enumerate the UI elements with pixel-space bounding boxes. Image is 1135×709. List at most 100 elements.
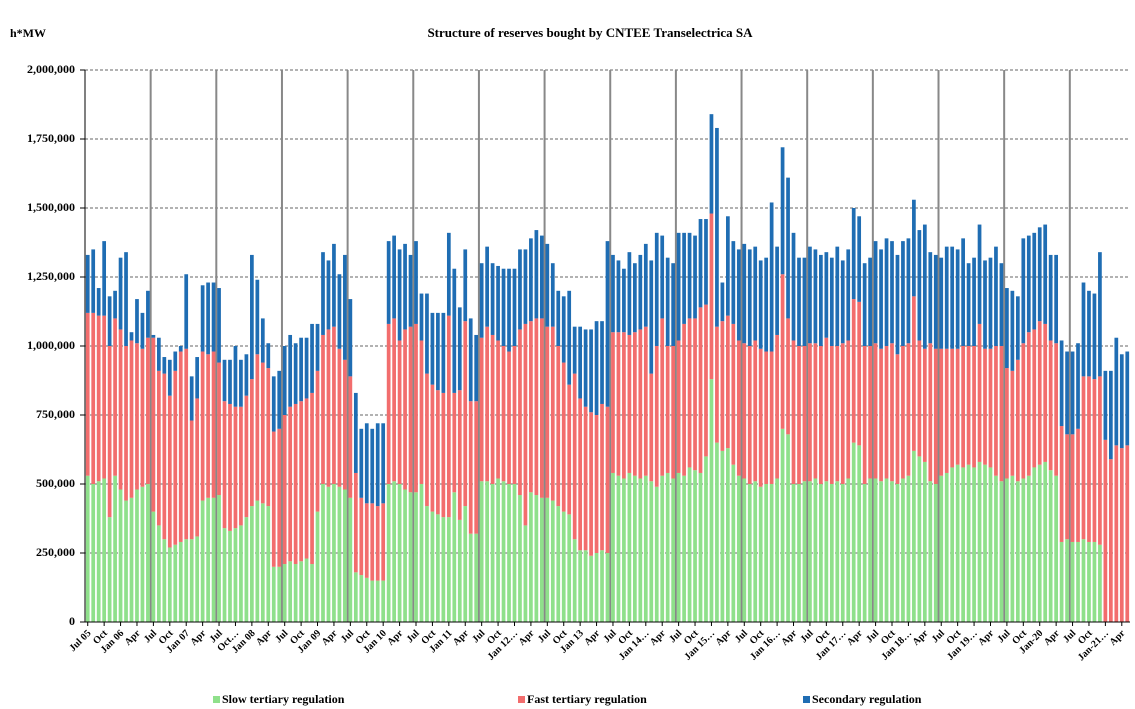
- bar-segment: [550, 326, 555, 501]
- bar-segment: [955, 348, 960, 465]
- bar-segment: [419, 340, 424, 484]
- bar-segment: [1021, 343, 1026, 479]
- bar-segment: [578, 550, 583, 622]
- bar-segment: [819, 346, 823, 484]
- bar-segment: [102, 241, 107, 316]
- bar-segment: [753, 481, 758, 622]
- bar-segment: [408, 492, 413, 622]
- y-axis-label: h*MW: [10, 26, 46, 40]
- bar-segment: [583, 406, 588, 551]
- bar-segment: [255, 500, 260, 622]
- bar-segment: [731, 241, 736, 324]
- bar-segment: [1010, 290, 1015, 371]
- bar-segment: [228, 403, 232, 531]
- bar-segment: [167, 359, 172, 396]
- bar-segment: [583, 329, 588, 407]
- bar-segment: [829, 346, 834, 484]
- bar-segment: [726, 448, 730, 622]
- bar-segment: [682, 232, 686, 324]
- bar-segment: [507, 484, 511, 622]
- bar-segment: [671, 263, 676, 346]
- bar-segment: [1048, 470, 1053, 622]
- bar-segment: [769, 351, 774, 484]
- bar-segment: [364, 503, 369, 578]
- bar-segment: [381, 423, 386, 504]
- bar-segment: [146, 484, 150, 622]
- bar-segment: [933, 348, 938, 484]
- bar-segment: [403, 243, 407, 330]
- bar-segment: [91, 312, 96, 484]
- bar-segment: [715, 127, 719, 327]
- bar-segment: [660, 235, 665, 319]
- bar-segment: [704, 304, 708, 457]
- bar-segment: [277, 566, 282, 622]
- bar-segment: [441, 312, 446, 393]
- bar-segment: [479, 481, 484, 622]
- bar-segment: [862, 346, 867, 484]
- bar-segment: [944, 246, 949, 349]
- bar-segment: [622, 332, 626, 479]
- bar-segment: [326, 486, 331, 622]
- bar-segment: [85, 475, 90, 622]
- bar-segment: [1065, 539, 1069, 622]
- bar-segment: [1125, 351, 1130, 446]
- bar-segment: [1005, 368, 1009, 479]
- bar-segment: [966, 346, 971, 465]
- y-tick-label: 2,000,000: [27, 62, 75, 76]
- bar-segment: [430, 384, 435, 512]
- y-tick-label: 1,500,000: [27, 200, 75, 214]
- bar-segment: [321, 252, 325, 335]
- bar-segment: [1032, 232, 1037, 330]
- bar-segment: [162, 373, 167, 540]
- bar-segment: [85, 254, 90, 313]
- bar-segment: [364, 577, 369, 622]
- bar-segment: [200, 500, 205, 622]
- bar-segment: [1021, 238, 1026, 344]
- bar-segment: [671, 478, 676, 622]
- bar-segment: [1026, 332, 1031, 476]
- bar-segment: [747, 484, 752, 622]
- bar-segment: [244, 395, 249, 518]
- bar-segment: [140, 312, 145, 349]
- bar-segment: [988, 467, 993, 622]
- bar-segment: [955, 464, 960, 622]
- bar-segment: [966, 464, 971, 622]
- x-tick-label: Jul: [339, 628, 356, 645]
- bar-segment: [124, 252, 128, 346]
- bar-segment: [129, 332, 134, 341]
- bar-segment: [315, 370, 320, 512]
- bar-segment: [195, 357, 200, 399]
- bar-segment: [769, 202, 774, 352]
- bar-segment: [151, 511, 156, 622]
- x-tick-label: Apr: [517, 628, 537, 648]
- bar-segment: [304, 558, 309, 622]
- x-tick-label: Apr: [911, 628, 931, 648]
- bar-segment: [819, 484, 823, 622]
- bar-segment: [736, 340, 741, 476]
- bar-segment: [917, 340, 922, 457]
- bar-segment: [419, 484, 424, 622]
- bar-segment: [375, 423, 380, 507]
- bar-segment: [567, 290, 572, 385]
- bar-segment: [211, 497, 216, 622]
- bar-segment: [217, 288, 221, 363]
- bar-segment: [846, 249, 851, 341]
- bar-segment: [715, 326, 719, 443]
- bar-segment: [1076, 541, 1080, 622]
- bar-segment: [233, 528, 238, 622]
- bar-segment: [884, 478, 889, 622]
- bar-segment: [348, 497, 353, 622]
- bar-segment: [572, 373, 577, 540]
- bar-segment: [529, 321, 533, 493]
- bar-segment: [1059, 426, 1064, 542]
- bar-segment: [315, 511, 320, 622]
- bar-segment: [589, 555, 593, 622]
- bar-segment: [1032, 467, 1037, 622]
- bar-segment: [660, 475, 665, 622]
- bar-segment: [304, 398, 309, 559]
- bar-segment: [425, 373, 429, 507]
- bar-segment: [178, 351, 183, 542]
- bar-segment: [474, 401, 479, 534]
- bar-segment: [113, 318, 117, 476]
